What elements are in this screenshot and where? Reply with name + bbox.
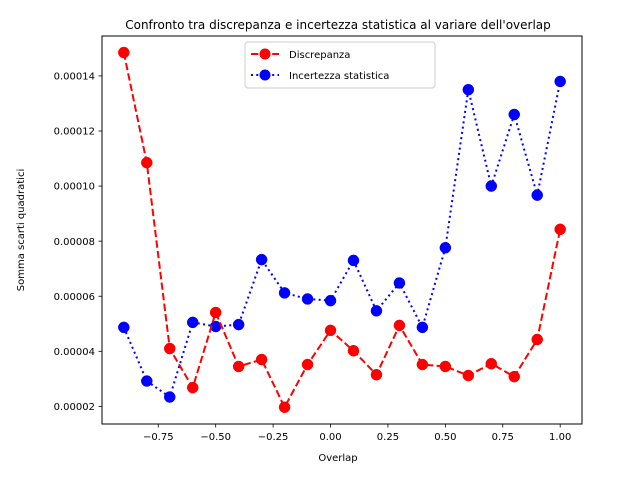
- data-point: [186, 381, 199, 394]
- legend: Discrepanza Incertezza statistica: [244, 41, 436, 89]
- y-axis-label: Somma scarti quadratici: [16, 169, 27, 291]
- x-tick-label: 1.00: [549, 432, 571, 443]
- series-0: [118, 46, 566, 413]
- data-point: [462, 369, 475, 382]
- y-tick-label: 0.00010: [54, 182, 95, 193]
- chart-title: Confronto tra discrepanza e incertezza s…: [125, 18, 551, 32]
- x-tick-label: 0.50: [434, 432, 456, 443]
- data-point: [393, 319, 406, 332]
- y-tick-label: 0.00006: [54, 292, 95, 303]
- y-tick-label: 0.00014: [54, 72, 95, 83]
- legend-label: Incertezza statistica: [289, 71, 389, 82]
- x-axis: −0.75 −0.50 −0.25 0.00 0.25 0.50 0.75 1.00: [143, 424, 571, 443]
- x-tick-label: 0.25: [377, 432, 399, 443]
- data-point: [508, 108, 520, 121]
- data-point: [301, 358, 314, 371]
- data-point: [508, 370, 520, 383]
- x-tick-label: −0.25: [258, 432, 289, 443]
- data-point: [278, 287, 291, 299]
- x-tick-label: 0.75: [492, 432, 514, 443]
- data-point: [554, 75, 566, 88]
- y-tick-label: 0.00008: [54, 237, 95, 248]
- data-point: [164, 342, 176, 355]
- series-1: [118, 75, 566, 403]
- x-axis-label: Overlap: [318, 453, 357, 464]
- data-point: [370, 305, 383, 317]
- x-tick-label: −0.75: [143, 432, 174, 443]
- data-point: [301, 293, 314, 305]
- data-point: [278, 401, 291, 413]
- data-point: [439, 242, 452, 254]
- data-point: [531, 333, 543, 346]
- data-point: [462, 83, 475, 96]
- data-point: [393, 277, 406, 289]
- data-point: [485, 357, 498, 370]
- y-tick-label: 0.00002: [54, 402, 95, 413]
- data-point: [416, 321, 429, 334]
- y-tick-label: 0.00012: [54, 127, 95, 138]
- x-tick-label: −0.50: [200, 432, 231, 443]
- data-point: [118, 46, 130, 59]
- data-point: [324, 324, 337, 337]
- data-point: [347, 345, 360, 357]
- data-point: [370, 368, 383, 381]
- data-point: [416, 358, 429, 371]
- data-point: [164, 391, 176, 403]
- data-point: [141, 375, 153, 387]
- data-point: [232, 360, 245, 373]
- data-point: [485, 180, 498, 192]
- data-point: [347, 254, 360, 267]
- legend-marker: [259, 69, 271, 81]
- y-tick-label: 0.00004: [54, 347, 95, 358]
- data-point: [118, 321, 130, 334]
- legend-box: [244, 41, 436, 89]
- legend-marker: [259, 48, 271, 60]
- data-point: [554, 223, 566, 236]
- data-point: [255, 253, 268, 266]
- data-point: [186, 316, 199, 329]
- x-tick-label: 0.00: [319, 432, 341, 443]
- data-point: [324, 294, 337, 307]
- data-point: [141, 156, 153, 169]
- series-layer: [118, 46, 566, 413]
- data-point: [209, 306, 222, 319]
- data-point: [439, 360, 452, 373]
- legend-label: Discrepanza: [289, 50, 350, 61]
- data-point: [232, 318, 245, 331]
- y-axis: 0.00002 0.00004 0.00006 0.00008 0.00010 0.000…: [54, 72, 102, 413]
- plot-frame: [101, 35, 583, 425]
- data-point: [255, 353, 268, 366]
- data-point: [531, 189, 543, 201]
